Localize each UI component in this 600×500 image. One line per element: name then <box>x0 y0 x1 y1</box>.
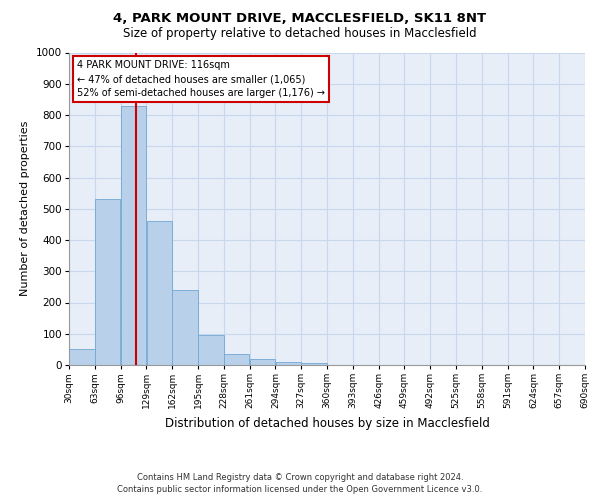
Bar <box>95 200 121 365</box>
Bar <box>275 362 301 365</box>
Bar <box>121 106 146 365</box>
Y-axis label: Number of detached properties: Number of detached properties <box>20 121 31 296</box>
Bar <box>69 350 95 365</box>
Text: 4 PARK MOUNT DRIVE: 116sqm
← 47% of detached houses are smaller (1,065)
52% of s: 4 PARK MOUNT DRIVE: 116sqm ← 47% of deta… <box>77 60 325 98</box>
Text: 4, PARK MOUNT DRIVE, MACCLESFIELD, SK11 8NT: 4, PARK MOUNT DRIVE, MACCLESFIELD, SK11 … <box>113 12 487 26</box>
Bar <box>250 359 275 365</box>
Bar <box>198 334 224 365</box>
Text: Contains HM Land Registry data © Crown copyright and database right 2024.
Contai: Contains HM Land Registry data © Crown c… <box>118 472 482 494</box>
Bar <box>146 221 172 365</box>
Bar <box>224 354 250 365</box>
X-axis label: Distribution of detached houses by size in Macclesfield: Distribution of detached houses by size … <box>164 416 490 430</box>
Bar <box>301 364 327 365</box>
Text: Size of property relative to detached houses in Macclesfield: Size of property relative to detached ho… <box>123 28 477 40</box>
Bar <box>172 290 198 365</box>
